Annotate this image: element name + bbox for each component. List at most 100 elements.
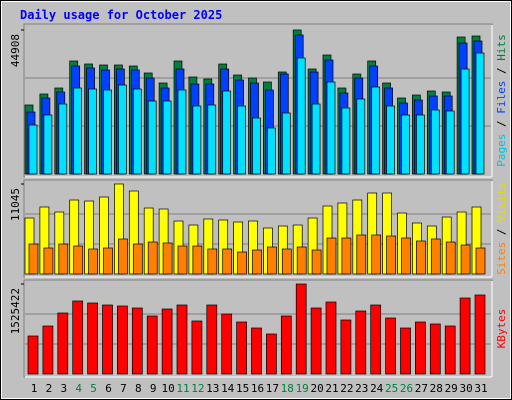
bar bbox=[310, 307, 322, 375]
x-tick-label: 17 bbox=[266, 382, 279, 395]
x-tick-label: 1 bbox=[31, 382, 38, 395]
x-tick-label: 24 bbox=[370, 382, 384, 395]
bar bbox=[28, 243, 39, 275]
bar bbox=[296, 57, 306, 175]
bar bbox=[460, 244, 471, 275]
bar bbox=[103, 89, 112, 175]
bar bbox=[192, 245, 203, 275]
bar bbox=[237, 105, 246, 175]
bar bbox=[102, 304, 113, 375]
bar bbox=[325, 301, 337, 375]
bar bbox=[430, 109, 440, 175]
x-tick-label: 9 bbox=[150, 382, 157, 395]
bar bbox=[370, 304, 382, 375]
bar bbox=[355, 310, 367, 375]
bar bbox=[132, 243, 143, 275]
bar bbox=[27, 335, 39, 375]
bar bbox=[236, 321, 247, 375]
x-tick-label: 29 bbox=[445, 382, 458, 395]
bar bbox=[57, 312, 69, 375]
bar bbox=[295, 283, 307, 375]
legend-entry: Visits bbox=[495, 182, 508, 222]
bar bbox=[117, 305, 128, 375]
bar bbox=[221, 313, 233, 375]
legend-separator: / bbox=[495, 222, 508, 242]
x-tick-label: 27 bbox=[415, 382, 428, 395]
x-tick-label: 18 bbox=[281, 382, 294, 395]
bar bbox=[430, 238, 441, 275]
bar bbox=[281, 112, 291, 175]
bar bbox=[103, 247, 113, 275]
bar bbox=[475, 247, 486, 275]
bar bbox=[73, 245, 84, 275]
x-tick-label: 7 bbox=[120, 382, 127, 395]
bar bbox=[222, 248, 233, 275]
bar bbox=[132, 88, 142, 175]
bar bbox=[207, 104, 217, 175]
x-tick-label: 14 bbox=[221, 382, 235, 395]
bar bbox=[87, 302, 98, 375]
x-tick-label: 22 bbox=[340, 382, 353, 395]
bar bbox=[267, 127, 276, 175]
bar bbox=[429, 323, 441, 375]
bar bbox=[386, 235, 396, 275]
x-tick-label: 3 bbox=[60, 382, 67, 395]
x-tick-label: 20 bbox=[310, 382, 323, 395]
bar bbox=[161, 308, 173, 375]
bar bbox=[192, 105, 202, 175]
bar bbox=[280, 315, 292, 375]
bar bbox=[326, 81, 336, 175]
legend-entry: Hits bbox=[495, 34, 508, 61]
bar bbox=[58, 103, 68, 175]
legend-entry: KBytes bbox=[495, 309, 508, 349]
x-tick-label: 5 bbox=[90, 382, 97, 395]
bar bbox=[146, 315, 158, 375]
legend: Pages / Files / Hits bbox=[495, 34, 508, 167]
legend: Sites / Visits bbox=[495, 182, 508, 275]
x-tick-label: 2 bbox=[46, 382, 53, 395]
x-tick-label: 25 bbox=[385, 382, 398, 395]
bar bbox=[281, 248, 292, 275]
x-tick-label: 10 bbox=[161, 382, 174, 395]
chart-title: Daily usage for October 2025 bbox=[20, 8, 222, 22]
bar bbox=[207, 248, 218, 275]
x-tick-label: 31 bbox=[474, 382, 487, 395]
y-tick-label: 11045 bbox=[9, 188, 22, 221]
bar bbox=[252, 249, 262, 275]
bar bbox=[401, 114, 410, 175]
bar bbox=[131, 307, 143, 375]
bar bbox=[266, 333, 277, 375]
bar bbox=[475, 52, 485, 175]
x-tick-label: 28 bbox=[430, 382, 443, 395]
x-tick-label: 6 bbox=[105, 382, 112, 395]
x-tick-label: 23 bbox=[355, 382, 368, 395]
x-tick-label: 26 bbox=[400, 382, 413, 395]
x-tick-label: 4 bbox=[75, 382, 82, 395]
legend: KBytes bbox=[495, 309, 508, 349]
y-tick-label: 1525422 bbox=[9, 288, 22, 334]
bar bbox=[88, 88, 97, 175]
bar bbox=[222, 90, 232, 175]
bar bbox=[341, 107, 351, 175]
bar bbox=[460, 68, 470, 175]
bar bbox=[162, 100, 172, 175]
x-tick-label: 8 bbox=[135, 382, 142, 395]
bar bbox=[118, 238, 128, 275]
bar bbox=[311, 103, 321, 175]
bar bbox=[386, 105, 395, 175]
bar bbox=[356, 98, 366, 175]
bar bbox=[206, 304, 218, 375]
bar bbox=[73, 87, 83, 175]
bar bbox=[459, 297, 471, 375]
bar bbox=[416, 240, 426, 275]
x-tick-label: 21 bbox=[325, 382, 338, 395]
bar bbox=[340, 319, 352, 375]
bar bbox=[88, 248, 98, 275]
bar bbox=[474, 294, 486, 375]
x-tick-label: 13 bbox=[206, 382, 219, 395]
y-tick-label: 44908 bbox=[9, 34, 22, 67]
bar bbox=[58, 243, 69, 275]
bar bbox=[267, 246, 277, 275]
